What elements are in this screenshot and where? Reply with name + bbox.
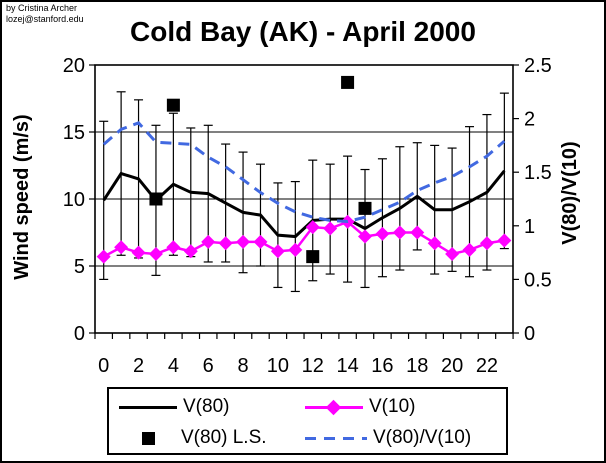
right-tick-labels: 0 0.5 1 1.5 2 2.5 <box>524 55 552 345</box>
legend-label-v80: V(80) <box>183 396 230 417</box>
v80-line-swatch <box>119 405 177 409</box>
right-axis-title: V(80)/V(10) <box>559 141 581 245</box>
v80-error-bars <box>99 91 509 293</box>
x-tick-label: 20 <box>441 355 463 377</box>
v80-ls-square-icon <box>142 431 155 445</box>
v80-series-line <box>102 169 506 239</box>
v10-diamond <box>427 236 442 251</box>
v10-diamond <box>236 234 251 249</box>
v10-diamond <box>323 221 338 236</box>
v10-diamond <box>462 242 477 257</box>
v80-ls-square <box>149 192 163 206</box>
v10-diamond <box>183 244 198 259</box>
left-tick-label: 20 <box>63 55 85 77</box>
right-tick-label: 1.5 <box>524 162 552 184</box>
credit-author: by Cristina Archer <box>6 3 78 13</box>
v10-diamond <box>358 229 372 244</box>
x-tick-label: 18 <box>406 355 428 377</box>
legend-item-v80: V(80) <box>119 395 229 419</box>
legend-label-ratio: V(80)/V(10) <box>373 427 472 448</box>
v10-diamond-line-swatch <box>305 399 363 415</box>
x-tick-label: 6 <box>203 355 214 377</box>
x-tick-label: 0 <box>98 355 109 377</box>
x-tick-label: 22 <box>476 355 498 377</box>
h-gridlines <box>95 131 513 267</box>
left-tick-label: 0 <box>74 323 85 345</box>
v10-diamond <box>114 240 129 255</box>
v10-diamond <box>375 226 390 241</box>
v80-ls-square <box>166 98 180 112</box>
v10-diamond <box>497 233 512 248</box>
v10-diamond <box>148 246 163 261</box>
x-tick-label: 10 <box>267 355 289 377</box>
v10-diamond <box>445 246 460 261</box>
v10-diamond <box>288 242 303 257</box>
v80-ls-square <box>341 75 355 89</box>
right-tick-label: 0 <box>524 323 535 345</box>
credit: by Cristina Archer lozej@stanford.edu <box>6 3 84 25</box>
v10-diamond <box>131 245 146 260</box>
v10-diamond <box>305 220 320 235</box>
v10-diamond <box>96 249 111 264</box>
legend-item-v10: V(10) <box>305 395 415 419</box>
v10-diamond <box>479 236 494 251</box>
x-tick-label: 4 <box>168 355 179 377</box>
v10-diamond <box>270 244 285 259</box>
v10-diamond <box>392 225 407 240</box>
v10-diamond <box>166 240 181 255</box>
x-tick-labels: 0 2 4 6 8 10 12 14 16 18 20 22 <box>98 355 498 377</box>
legend-item-v80-ls: V(80) L.S. <box>142 426 267 450</box>
legend-item-ratio: V(80)/V(10) <box>305 426 471 450</box>
legend-label-v80-ls: V(80) L.S. <box>181 427 267 448</box>
legend-label-v10: V(10) <box>369 396 416 417</box>
left-tick-label: 5 <box>74 256 85 278</box>
left-tick-label: 15 <box>63 122 85 144</box>
x-tick-label: 16 <box>371 355 393 377</box>
right-tick-label: 2.5 <box>524 55 552 77</box>
axis-ticks <box>89 64 519 339</box>
v10-diamond <box>218 236 233 251</box>
ls-square-markers <box>149 75 372 264</box>
x-tick-label: 8 <box>237 355 248 377</box>
right-tick-label: 2 <box>524 109 535 131</box>
v80-ls-square <box>306 250 320 264</box>
v10-diamond-markers <box>96 214 512 264</box>
left-tick-label: 10 <box>63 189 85 211</box>
right-tick-label: 1 <box>524 216 535 238</box>
left-axis-title: Wind speed (m/s) <box>11 114 33 280</box>
v10-diamond <box>253 234 268 249</box>
v10-diamond <box>410 225 425 240</box>
ratio-dashed-line <box>102 121 506 224</box>
credit-email: lozej@stanford.edu <box>6 14 84 24</box>
ratio-dashed-line-swatch <box>305 436 367 440</box>
v10-diamond-icon <box>325 399 342 415</box>
v10-diamond <box>201 234 216 249</box>
v80-ls-square <box>358 201 372 215</box>
right-tick-label: 0.5 <box>524 269 552 291</box>
legend: V(80) V(10) V(80) L.S. V(80)/V(10) <box>107 387 508 455</box>
left-tick-labels: 0 5 10 15 20 <box>63 55 85 345</box>
x-tick-label: 12 <box>302 355 324 377</box>
chart-title: Cold Bay (AK) - April 2000 <box>130 16 476 47</box>
x-tick-label: 2 <box>133 355 144 377</box>
x-tick-label: 14 <box>336 355 358 377</box>
